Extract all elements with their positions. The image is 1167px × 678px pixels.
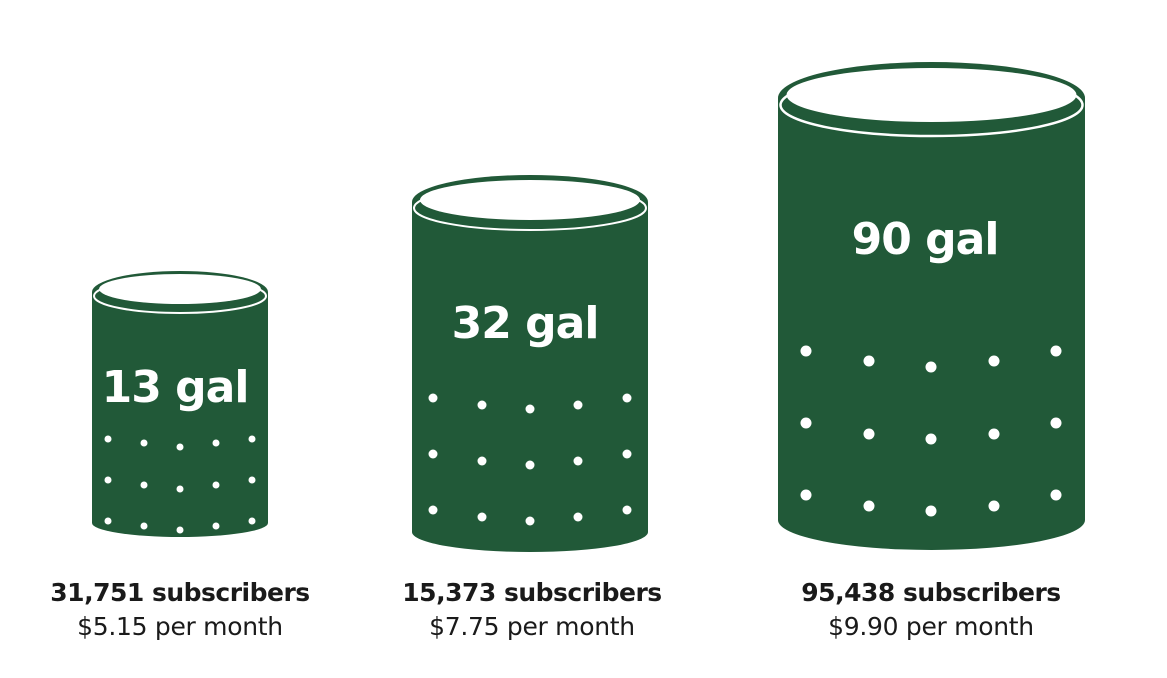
subscriber-count: 31,751 subscribers [50, 578, 310, 607]
subscriber-count: 95,438 subscribers [801, 578, 1061, 607]
can-caption-32-gal: 15,373 subscribers $7.75 per month [352, 577, 712, 645]
can-dots [800, 345, 1062, 517]
can-caption-13-gal: 31,751 subscribers $5.15 per month [0, 577, 360, 645]
monthly-price: $5.15 per month [77, 612, 283, 641]
can-body [92, 292, 268, 537]
can-dots [104, 435, 256, 534]
can-size-label: 90 gal [852, 214, 999, 265]
can-dots [428, 393, 632, 526]
can-90-gal: 90 gal [778, 62, 1085, 550]
can-size-label: 32 gal [452, 298, 599, 349]
can-32-gal: 32 gal [412, 175, 648, 552]
monthly-price: $7.75 per month [429, 612, 635, 641]
subscriber-count: 15,373 subscribers [402, 578, 662, 607]
monthly-price: $9.90 per month [828, 612, 1034, 641]
can-body [412, 202, 648, 552]
can-opening [420, 180, 640, 220]
can-body [778, 98, 1085, 550]
can-13-gal: 13 gal [92, 271, 268, 537]
can-caption-90-gal: 95,438 subscribers $9.90 per month [751, 577, 1111, 645]
can-opening [99, 274, 261, 304]
can-size-label: 13 gal [102, 362, 249, 413]
can-opening [786, 68, 1077, 122]
